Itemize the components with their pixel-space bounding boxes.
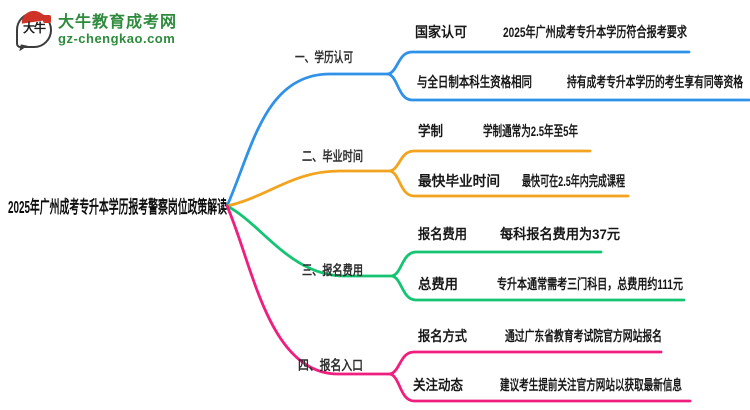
branch-3-item-1-value: 每科报名费用为37元: [500, 226, 620, 242]
branch-1-item-1-value: 2025年广州成考专升本学历符合报考要求: [503, 24, 688, 40]
branch-2-item-1-value: 学制通常为2.5年至5年: [483, 123, 578, 139]
central-topic-title: 2025年广州成考专升本学历报考警察岗位政策解读: [8, 197, 227, 217]
branch-2-item-2-value: 最快可在2.5年内完成课程: [522, 173, 625, 189]
branch-3-item-2-value: 专升本通常需考三门科目，总费用约111元: [497, 276, 683, 292]
branch-1-item-2-value: 持有成考专升本学历的考生享有同等资格: [567, 74, 744, 90]
branch-1-main-curve: [225, 72, 390, 208]
branch-1-label: 一、学历认可: [295, 49, 353, 65]
branch-1-item-2-underline: [386, 72, 750, 102]
branch-3-item-2-key: 总费用: [418, 276, 458, 292]
branch-4-label: 四、报名入口: [298, 357, 363, 373]
branch-1-item-2-key: 与全日制本科生资格相同: [417, 74, 532, 90]
branch-graduation-time: 二、毕业时间 学制 学制通常为2.5年至5年 最快毕业时间 最快可在2.5年内完…: [225, 123, 630, 208]
branch-4-item-2-key: 关注动态: [413, 377, 463, 393]
badge-characters: 大牛: [22, 21, 46, 35]
branch-4-item-1-underline: [388, 350, 663, 376]
branch-2-label: 二、毕业时间: [302, 148, 363, 164]
branch-4-main-curve: [225, 204, 392, 376]
branch-4-item-2-value: 建议考生提前关注官方网站以获取最新信息: [500, 377, 682, 393]
branch-education-recognition: 一、学历认可 国家认可 2025年广州成考专升本学历符合报考要求 与全日制本科生…: [225, 24, 750, 208]
branch-3-item-1-key: 报名费用: [418, 226, 467, 242]
branch-2-item-2-underline: [388, 169, 630, 198]
branch-registration-entry: 四、报名入口 报名方式 通过广东省教育考试院官方网站报名 关注动态 建议考生提前…: [225, 204, 692, 403]
branch-2-item-1-underline: [388, 149, 592, 173]
red-seal-icon: [43, 15, 51, 23]
logo-domain: gz-chengkao.com: [58, 30, 176, 46]
bull-badge-icon: 大牛: [16, 9, 52, 53]
branch-4-item-1-value: 通过广东省教育考试院官方网站报名: [505, 328, 662, 344]
branch-2-item-2-key: 最快毕业时间: [418, 173, 500, 189]
logo-site-name: 大牛教育成考网: [58, 13, 178, 31]
branch-4-item-2-underline: [388, 372, 692, 403]
logo-text-block: 大牛教育成考网 gz-chengkao.com: [58, 13, 178, 46]
branch-4-item-1-key: 报名方式: [418, 328, 467, 344]
branch-3-item-1-underline: [390, 250, 603, 278]
branch-3-label: 三、报名费用: [302, 262, 363, 278]
branch-2-item-1-key: 学制: [418, 123, 443, 139]
branch-2-main-curve: [225, 169, 392, 208]
branch-1-item-1-underline: [386, 50, 691, 76]
branch-3-item-2-underline: [390, 274, 686, 302]
branch-1-item-1-key: 国家认可: [415, 24, 467, 40]
branch-registration-fee: 三、报名费用 报名费用 每科报名费用为37元 总费用 专升本通常需考三门科目，总…: [225, 204, 686, 302]
site-logo: 大牛 大牛教育成考网 gz-chengkao.com: [16, 9, 178, 53]
branch-3-main-curve: [225, 204, 394, 278]
